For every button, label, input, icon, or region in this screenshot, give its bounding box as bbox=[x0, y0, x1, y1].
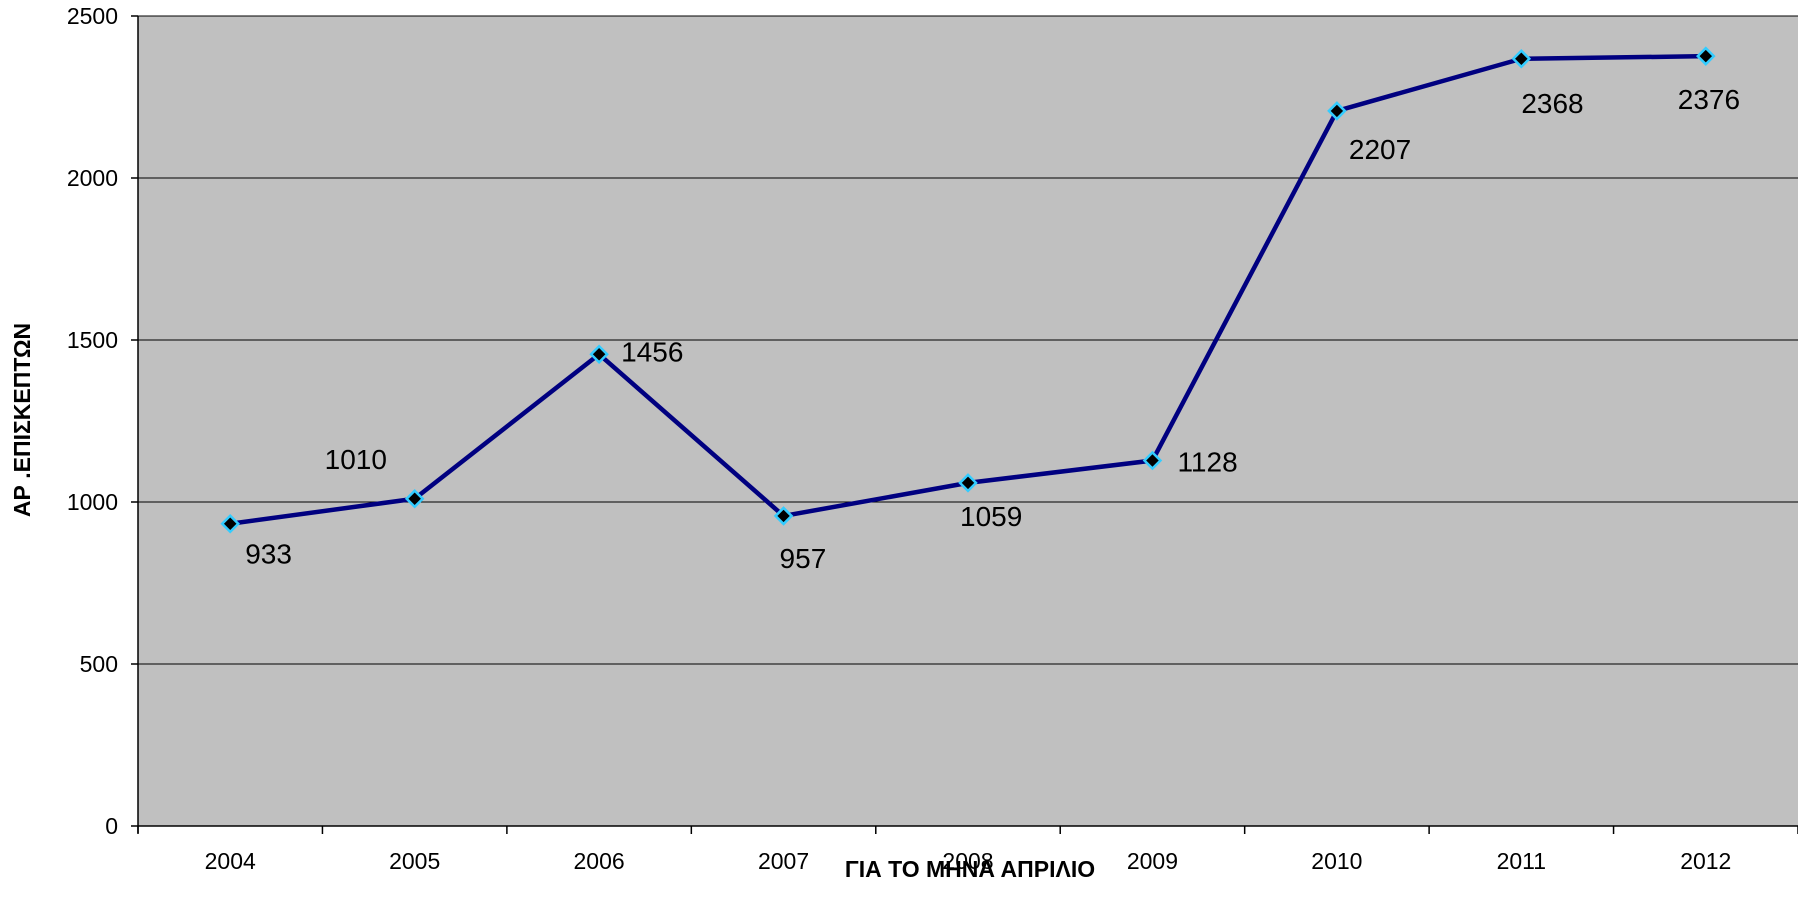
series-markers bbox=[220, 46, 1716, 534]
y-tick-label: 500 bbox=[80, 651, 118, 677]
y-tick-label: 2000 bbox=[67, 165, 118, 191]
x-tick-label: 2009 bbox=[1127, 848, 1178, 874]
data-point-marker bbox=[773, 506, 794, 526]
data-label: 1456 bbox=[621, 336, 683, 367]
data-label: 1128 bbox=[1177, 447, 1237, 478]
data-point-marker bbox=[404, 488, 425, 509]
y-tick-label: 2500 bbox=[67, 3, 118, 29]
y-tick-label: 1000 bbox=[67, 489, 118, 515]
y-axis-ticks: 0 500 1000 1500 2000 2500 bbox=[67, 3, 138, 839]
x-tick-label: 2006 bbox=[574, 848, 625, 874]
data-point-marker bbox=[589, 344, 609, 365]
data-label: 2207 bbox=[1349, 134, 1411, 165]
plot-area bbox=[138, 16, 1798, 826]
data-point-marker bbox=[1696, 46, 1716, 66]
data-label: 933 bbox=[245, 539, 292, 570]
y-axis-title: ΑΡ .ΕΠΙΣΚΕΠΤΩΝ bbox=[9, 323, 35, 517]
data-point-marker bbox=[1511, 49, 1532, 69]
data-point-marker bbox=[220, 513, 240, 534]
x-tick-label: 2008 bbox=[942, 848, 993, 874]
data-label: 2376 bbox=[1678, 84, 1740, 115]
x-tick-label: 2012 bbox=[1680, 848, 1731, 874]
x-axis-ticks: 2004 2005 2006 2007 2008 2009 2010 2011 2012 bbox=[137, 826, 1798, 874]
y-tick-label: 0 bbox=[105, 813, 118, 839]
x-tick-label: 2011 bbox=[1497, 848, 1546, 874]
data-point-marker bbox=[1142, 450, 1163, 471]
data-labels: 933 1010 1456 957 1059 1128 2207 2368 2376 bbox=[245, 84, 1740, 574]
data-point-marker bbox=[958, 473, 978, 493]
data-label: 1010 bbox=[325, 444, 387, 475]
x-tick-label: 2005 bbox=[389, 848, 440, 874]
data-label: 957 bbox=[780, 543, 827, 574]
x-axis-title: ΓΙΑ ΤΟ ΜΗΝΑ ΑΠΡΙΛΙΟ bbox=[845, 856, 1095, 882]
data-label: 2368 bbox=[1521, 88, 1583, 119]
x-tick-label: 2004 bbox=[205, 848, 256, 874]
data-label: 1059 bbox=[960, 501, 1022, 532]
x-tick-label: 2007 bbox=[758, 848, 809, 874]
x-tick-label: 2010 bbox=[1311, 848, 1362, 874]
y-tick-label: 1500 bbox=[67, 327, 118, 353]
data-point-marker bbox=[1327, 101, 1347, 121]
